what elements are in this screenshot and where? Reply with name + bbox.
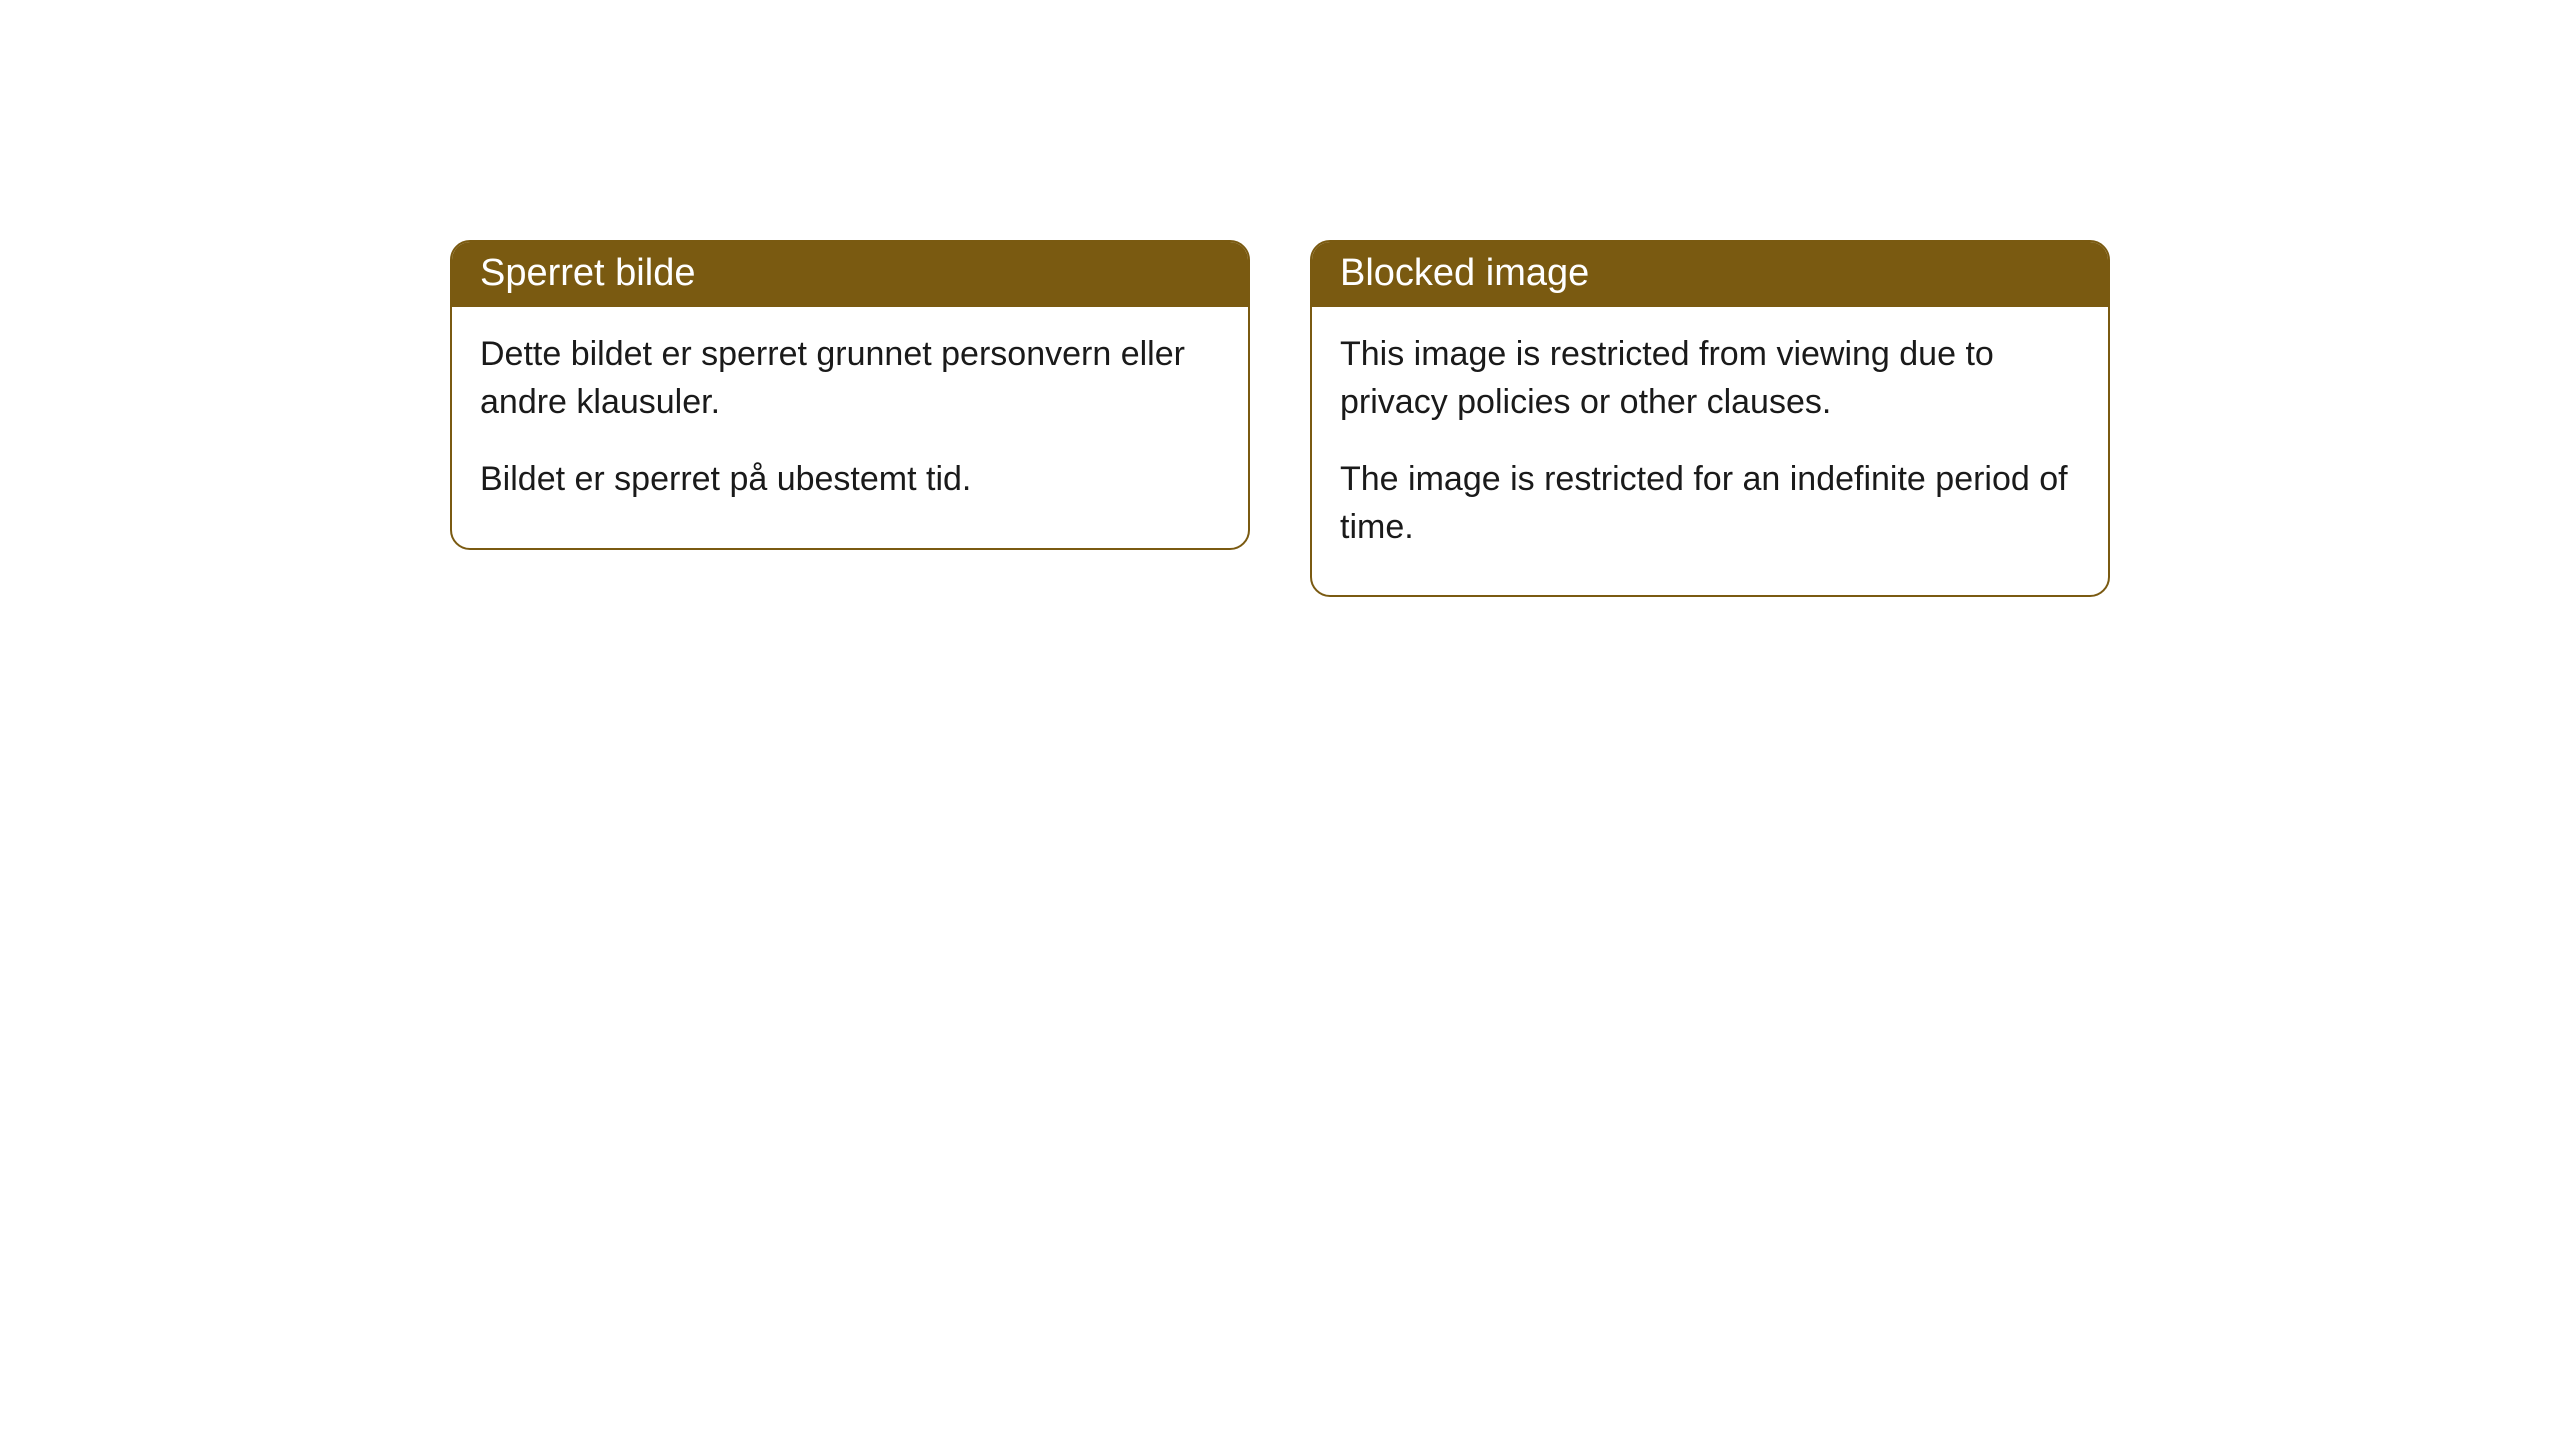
blocked-image-card-no: Sperret bilde Dette bildet er sperret gr…	[450, 240, 1250, 550]
notice-container: Sperret bilde Dette bildet er sperret gr…	[450, 240, 2110, 1440]
card-body-no: Dette bildet er sperret grunnet personve…	[452, 307, 1248, 548]
card-paragraph-en-1: This image is restricted from viewing du…	[1340, 331, 2080, 426]
card-paragraph-no-2: Bildet er sperret på ubestemt tid.	[480, 456, 1220, 504]
card-header-no: Sperret bilde	[452, 242, 1248, 307]
card-header-en: Blocked image	[1312, 242, 2108, 307]
card-body-en: This image is restricted from viewing du…	[1312, 307, 2108, 595]
blocked-image-card-en: Blocked image This image is restricted f…	[1310, 240, 2110, 597]
card-paragraph-en-2: The image is restricted for an indefinit…	[1340, 456, 2080, 551]
card-paragraph-no-1: Dette bildet er sperret grunnet personve…	[480, 331, 1220, 426]
